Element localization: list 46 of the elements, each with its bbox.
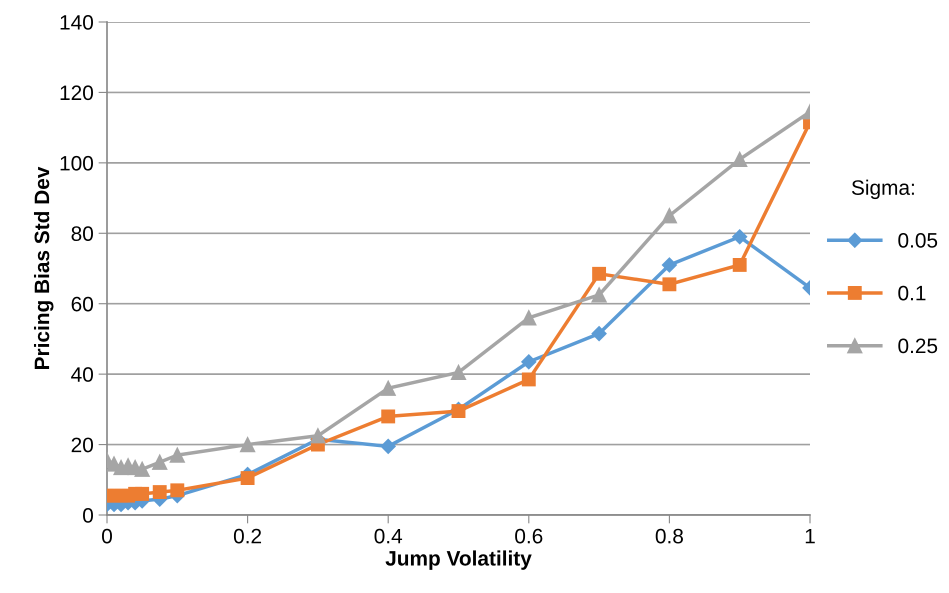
point <box>170 447 185 463</box>
point <box>381 409 396 424</box>
x-axis-title: Jump Volatility <box>386 550 532 570</box>
y-axis-title: Pricing Bias Std Dev <box>34 166 54 369</box>
point <box>592 266 606 281</box>
point <box>732 152 748 167</box>
x-tick-label: 0 <box>102 528 112 544</box>
x-tick-label: 0.6 <box>515 528 542 544</box>
x-tick-label: 0.4 <box>374 528 402 544</box>
y-tick-label: 80 <box>72 226 93 242</box>
y-tick-label: 100 <box>60 156 93 171</box>
legend-title: Sigma: <box>852 180 914 200</box>
point <box>522 372 536 386</box>
x-tick-label: 1 <box>806 528 815 544</box>
legend-label: 0.1 <box>898 286 926 300</box>
legend-label: 0.05 <box>898 232 938 248</box>
point <box>732 229 748 244</box>
point <box>662 277 676 292</box>
x-tick-label: 0.8 <box>656 528 683 544</box>
point <box>380 380 396 396</box>
point <box>170 483 184 498</box>
point <box>452 404 466 418</box>
y-tick-label: 20 <box>72 438 93 452</box>
point <box>591 287 607 303</box>
point <box>521 354 536 370</box>
point <box>134 462 150 477</box>
point <box>240 436 256 452</box>
point <box>521 310 536 326</box>
x-tick-label: 0.2 <box>234 528 262 544</box>
y-tick-label: 60 <box>72 296 93 312</box>
point <box>152 485 167 500</box>
point <box>662 208 678 224</box>
point <box>732 258 747 272</box>
legend-label: 0.25 <box>898 338 938 354</box>
point <box>152 454 168 470</box>
point <box>662 257 677 273</box>
y-tick-label: 0 <box>83 508 93 523</box>
point <box>135 486 150 501</box>
point <box>380 438 396 454</box>
y-tick-label: 120 <box>60 85 93 100</box>
y-tick-label: 40 <box>71 367 93 382</box>
point <box>310 428 326 444</box>
point <box>240 471 255 485</box>
y-tick-label: 140 <box>60 15 93 30</box>
point <box>592 326 607 342</box>
point <box>450 364 466 380</box>
